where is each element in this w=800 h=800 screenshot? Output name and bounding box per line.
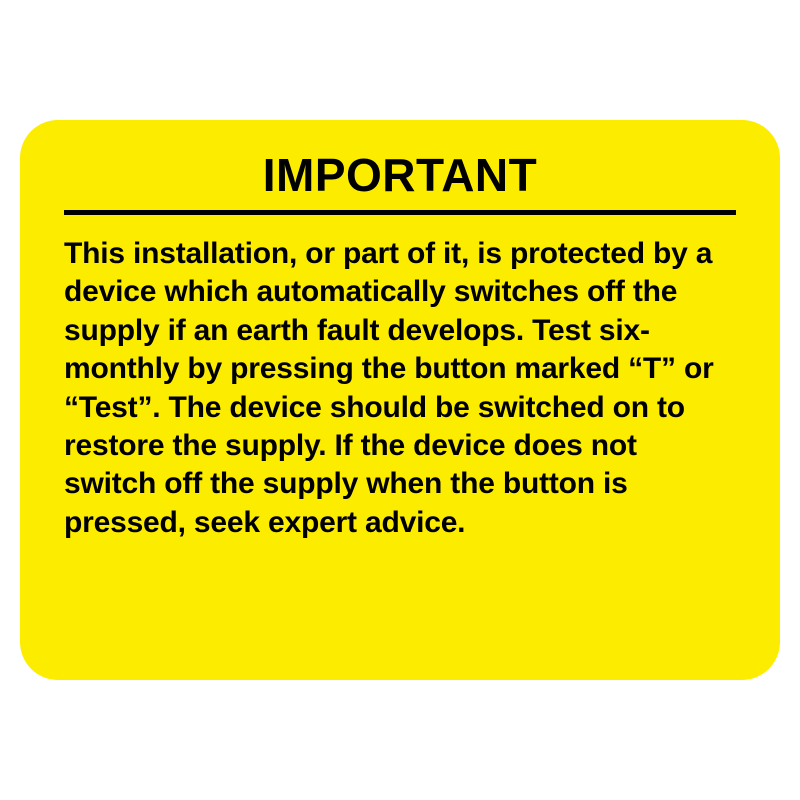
heading-rule (64, 210, 736, 215)
sign-heading: IMPORTANT (64, 148, 736, 202)
warning-sign: IMPORTANT This installation, or part of … (20, 120, 780, 680)
sign-body-text: This installation, or part of it, is pro… (64, 235, 736, 542)
